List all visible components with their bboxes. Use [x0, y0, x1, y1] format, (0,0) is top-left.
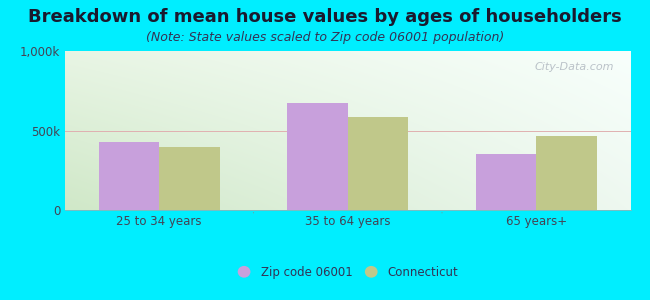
Bar: [536, 136, 597, 210]
Bar: [287, 103, 348, 210]
Bar: [476, 154, 536, 210]
Bar: [99, 142, 159, 210]
Legend: Zip code 06001, Connecticut: Zip code 06001, Connecticut: [232, 261, 463, 284]
Text: Breakdown of mean house values by ages of householders: Breakdown of mean house values by ages o…: [28, 8, 622, 26]
Text: (Note: State values scaled to Zip code 06001 population): (Note: State values scaled to Zip code 0…: [146, 32, 504, 44]
Bar: [159, 147, 220, 210]
Text: City-Data.com: City-Data.com: [534, 62, 614, 72]
Bar: [348, 117, 408, 210]
